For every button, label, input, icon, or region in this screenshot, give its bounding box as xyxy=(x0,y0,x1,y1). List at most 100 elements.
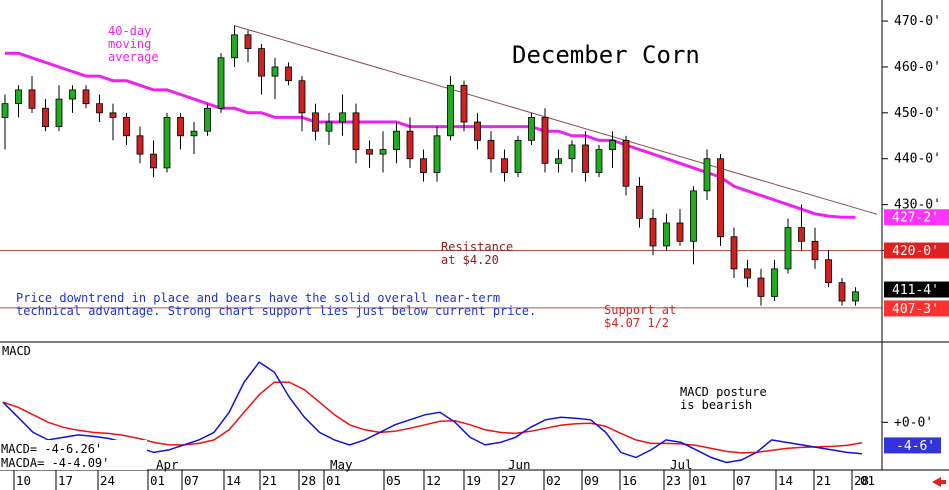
candle-up xyxy=(852,291,859,302)
candle-up xyxy=(784,227,792,270)
candle-down xyxy=(460,84,468,123)
candle-up xyxy=(190,130,198,137)
candle-down xyxy=(312,112,319,132)
macd-readout: MACDA= -4-4.09' xyxy=(1,456,109,470)
candle-up xyxy=(217,57,225,109)
y-tick-label: 430-0' xyxy=(894,198,941,213)
price-tag xyxy=(884,300,949,317)
candle-down xyxy=(730,236,738,270)
candle-down xyxy=(717,158,724,238)
candle-up xyxy=(663,222,670,247)
candle-down xyxy=(676,222,684,242)
x-tick-label: 17 xyxy=(58,473,73,488)
price-tag xyxy=(884,242,949,259)
candle-down xyxy=(649,217,657,247)
month-label: Apr xyxy=(156,457,179,472)
candle-up xyxy=(1,103,9,118)
month-label: Jul xyxy=(670,457,693,472)
candle-down xyxy=(501,158,508,173)
candle-up xyxy=(771,268,778,297)
candle-up xyxy=(393,130,400,150)
macd-readout: MACD= -4-6.26' xyxy=(1,442,102,456)
candle-down xyxy=(541,117,549,164)
candle-up xyxy=(690,190,697,242)
price-tag xyxy=(884,209,949,226)
price-tag-label: 411-4' xyxy=(892,283,939,298)
candle-down xyxy=(150,153,157,169)
price-tag-label: 427-2' xyxy=(892,211,939,226)
candle-down xyxy=(177,117,184,137)
ma-label: average xyxy=(108,50,159,64)
candle-up xyxy=(325,121,333,132)
candle-up xyxy=(379,149,387,155)
x-tick-label: 28 xyxy=(854,473,869,488)
y-tick-label: 460-0' xyxy=(894,60,941,75)
candle-down xyxy=(622,139,630,187)
x-tick-label: 01 xyxy=(150,473,165,488)
candle-up xyxy=(433,135,441,173)
ma-label: 40-day xyxy=(108,24,151,38)
candle-down xyxy=(811,240,819,261)
candle-down xyxy=(136,135,144,155)
candle-down xyxy=(744,268,751,279)
candle-up xyxy=(231,34,238,59)
x-tick-label: 07 xyxy=(736,473,751,488)
commentary-text: Price downtrend in place and bears have … xyxy=(16,291,500,305)
candle-up xyxy=(163,117,171,169)
ma40-line xyxy=(5,51,856,219)
x-tick-label: 21 xyxy=(816,473,831,488)
candle-up xyxy=(703,158,711,192)
y-tick-label: 450-0' xyxy=(894,106,941,121)
price-tag-label: 407-3' xyxy=(892,302,939,317)
resistance-label: at $4.20 xyxy=(441,253,499,267)
price-tag xyxy=(884,281,949,298)
candle-up xyxy=(271,66,279,77)
macd-posture-label: MACD posture xyxy=(680,385,767,399)
candle-up xyxy=(528,117,535,141)
x-tick-label: 14 xyxy=(226,473,241,488)
macd-tag-label: -4-6' xyxy=(896,439,935,454)
candle-down xyxy=(798,227,805,242)
candle-up xyxy=(69,89,76,100)
x-tick-label: 02 xyxy=(546,473,561,488)
chart-title: December Corn xyxy=(512,41,700,69)
candle-down xyxy=(757,277,765,297)
candle-down xyxy=(474,121,481,141)
candle-down xyxy=(123,117,130,137)
support-label: $4.07 1/2 xyxy=(604,316,669,330)
macd-readout-bg xyxy=(0,440,147,470)
x-tick-label: 19 xyxy=(466,473,481,488)
y-tick-label: 440-0' xyxy=(894,152,941,167)
candle-up xyxy=(568,144,576,160)
candle-down xyxy=(420,158,427,173)
candle-up xyxy=(514,139,522,173)
macd-tag xyxy=(884,437,941,454)
price-tag-label: 420-0' xyxy=(892,244,939,259)
candle-up xyxy=(555,158,562,164)
x-tick-label: 07 xyxy=(184,473,199,488)
x-tick-label: 01 xyxy=(326,473,341,488)
candle-down xyxy=(487,139,495,160)
x-tick-label: 05 xyxy=(386,473,401,488)
y-tick-label: 470-0' xyxy=(894,14,941,29)
candle-down xyxy=(298,80,306,114)
candle-down xyxy=(406,130,414,160)
x-tick-label: 16 xyxy=(622,473,637,488)
arrow-left-icon xyxy=(932,477,946,487)
x-tick-label: 09 xyxy=(584,473,599,488)
x-tick-label: 14 xyxy=(778,473,793,488)
price-panel xyxy=(0,25,882,309)
x-tick-label: 01 xyxy=(692,473,707,488)
candle-down xyxy=(285,66,292,82)
x-tick-label: 21 xyxy=(262,473,277,488)
candle-down xyxy=(582,144,589,173)
candle-up xyxy=(55,98,63,128)
ma-label: moving xyxy=(108,37,151,51)
month-label: Jun xyxy=(508,457,531,472)
candle-down xyxy=(82,89,90,105)
candle-up xyxy=(15,89,22,105)
candle-up xyxy=(204,107,211,132)
candle-down xyxy=(244,34,252,49)
candle-down xyxy=(366,149,373,155)
